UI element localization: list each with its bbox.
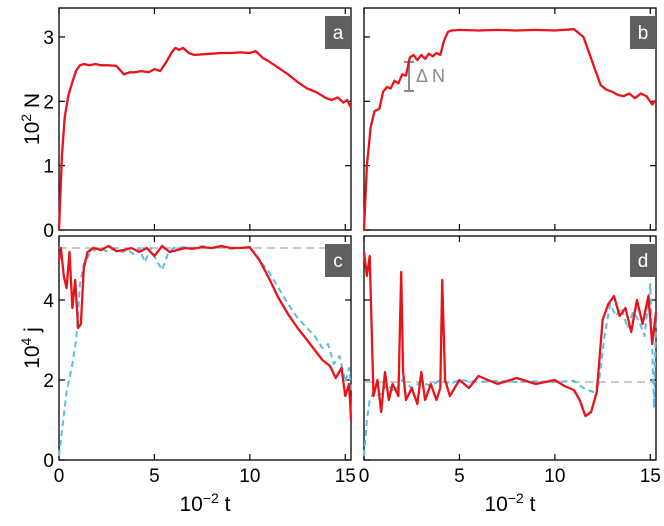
panel-d-badge: d [630,244,656,277]
x-tick-label: 10 [544,466,565,487]
x-tick-label: 0 [54,466,65,487]
panel-c-letter: c [333,251,343,272]
panel-a-ticks: 0 1 2 3 [43,8,351,242]
panel-b-badge: b [630,16,656,49]
panel-d-letter: d [638,251,649,272]
panel-d-badge-bg [630,244,656,277]
series-blue-line [58,245,352,457]
panel-c-badge: c [325,244,351,277]
y-tick-label: 0 [43,451,54,472]
x-tick-label: 15 [335,466,356,487]
series-red-line [57,46,353,231]
x-tick-label: 5 [149,466,160,487]
panel-d-series [362,251,658,457]
series-red-line [362,28,657,231]
x-tick-label: 0 [359,466,370,487]
y-tick-label: 2 [43,371,54,392]
panel-d-frame [363,235,657,461]
x-tick-label: 5 [454,466,465,487]
y-tick-label: 2 [43,92,54,113]
x-axis-title-left: 10−2 t [180,490,231,516]
panel-b-letter: b [638,23,649,44]
panel-b-annotation: Δ N [404,61,445,92]
panel-c-badge-bg [325,244,351,277]
panel-c-series [57,244,353,457]
panel-a-badge: a [325,16,351,49]
panel-c-ticks: 0 5 10 15 0 2 4 [43,236,356,487]
series-red-line [57,244,353,421]
panel-b-series [362,28,657,231]
panel-a: 0 1 2 3 a [43,7,353,242]
y-tick-label: 3 [43,28,54,49]
panel-b-frame [363,7,657,231]
x-tick-label: 10 [239,466,260,487]
panel-a-badge-bg [325,16,351,49]
y-tick-label: 0 [43,221,54,242]
y-tick-label: 4 [43,291,54,312]
panel-a-frame [58,7,352,231]
panel-a-series [57,46,353,231]
x-axis-title-right: 10−2 t [485,490,536,516]
panel-c-frame [58,235,352,461]
panel-d: 0 5 10 15 d [359,235,661,487]
panel-b-badge-bg [630,16,656,49]
y-tick-label: 1 [43,157,54,178]
panel-b: Δ N b [362,7,657,231]
y-axis-title-bottom: 104 j [18,327,44,369]
x-tick-label: 15 [640,466,661,487]
panel-a-letter: a [333,23,344,44]
y-axis-title-top: 102 N [18,93,44,145]
panel-c: 0 5 10 15 0 2 4 c [43,235,356,487]
delta-n-label: Δ N [416,66,445,86]
panel-b-ticks [363,8,656,231]
series-blue-line [363,283,657,457]
panel-d-ticks: 0 5 10 15 [359,236,661,487]
series-red-line [362,251,658,418]
